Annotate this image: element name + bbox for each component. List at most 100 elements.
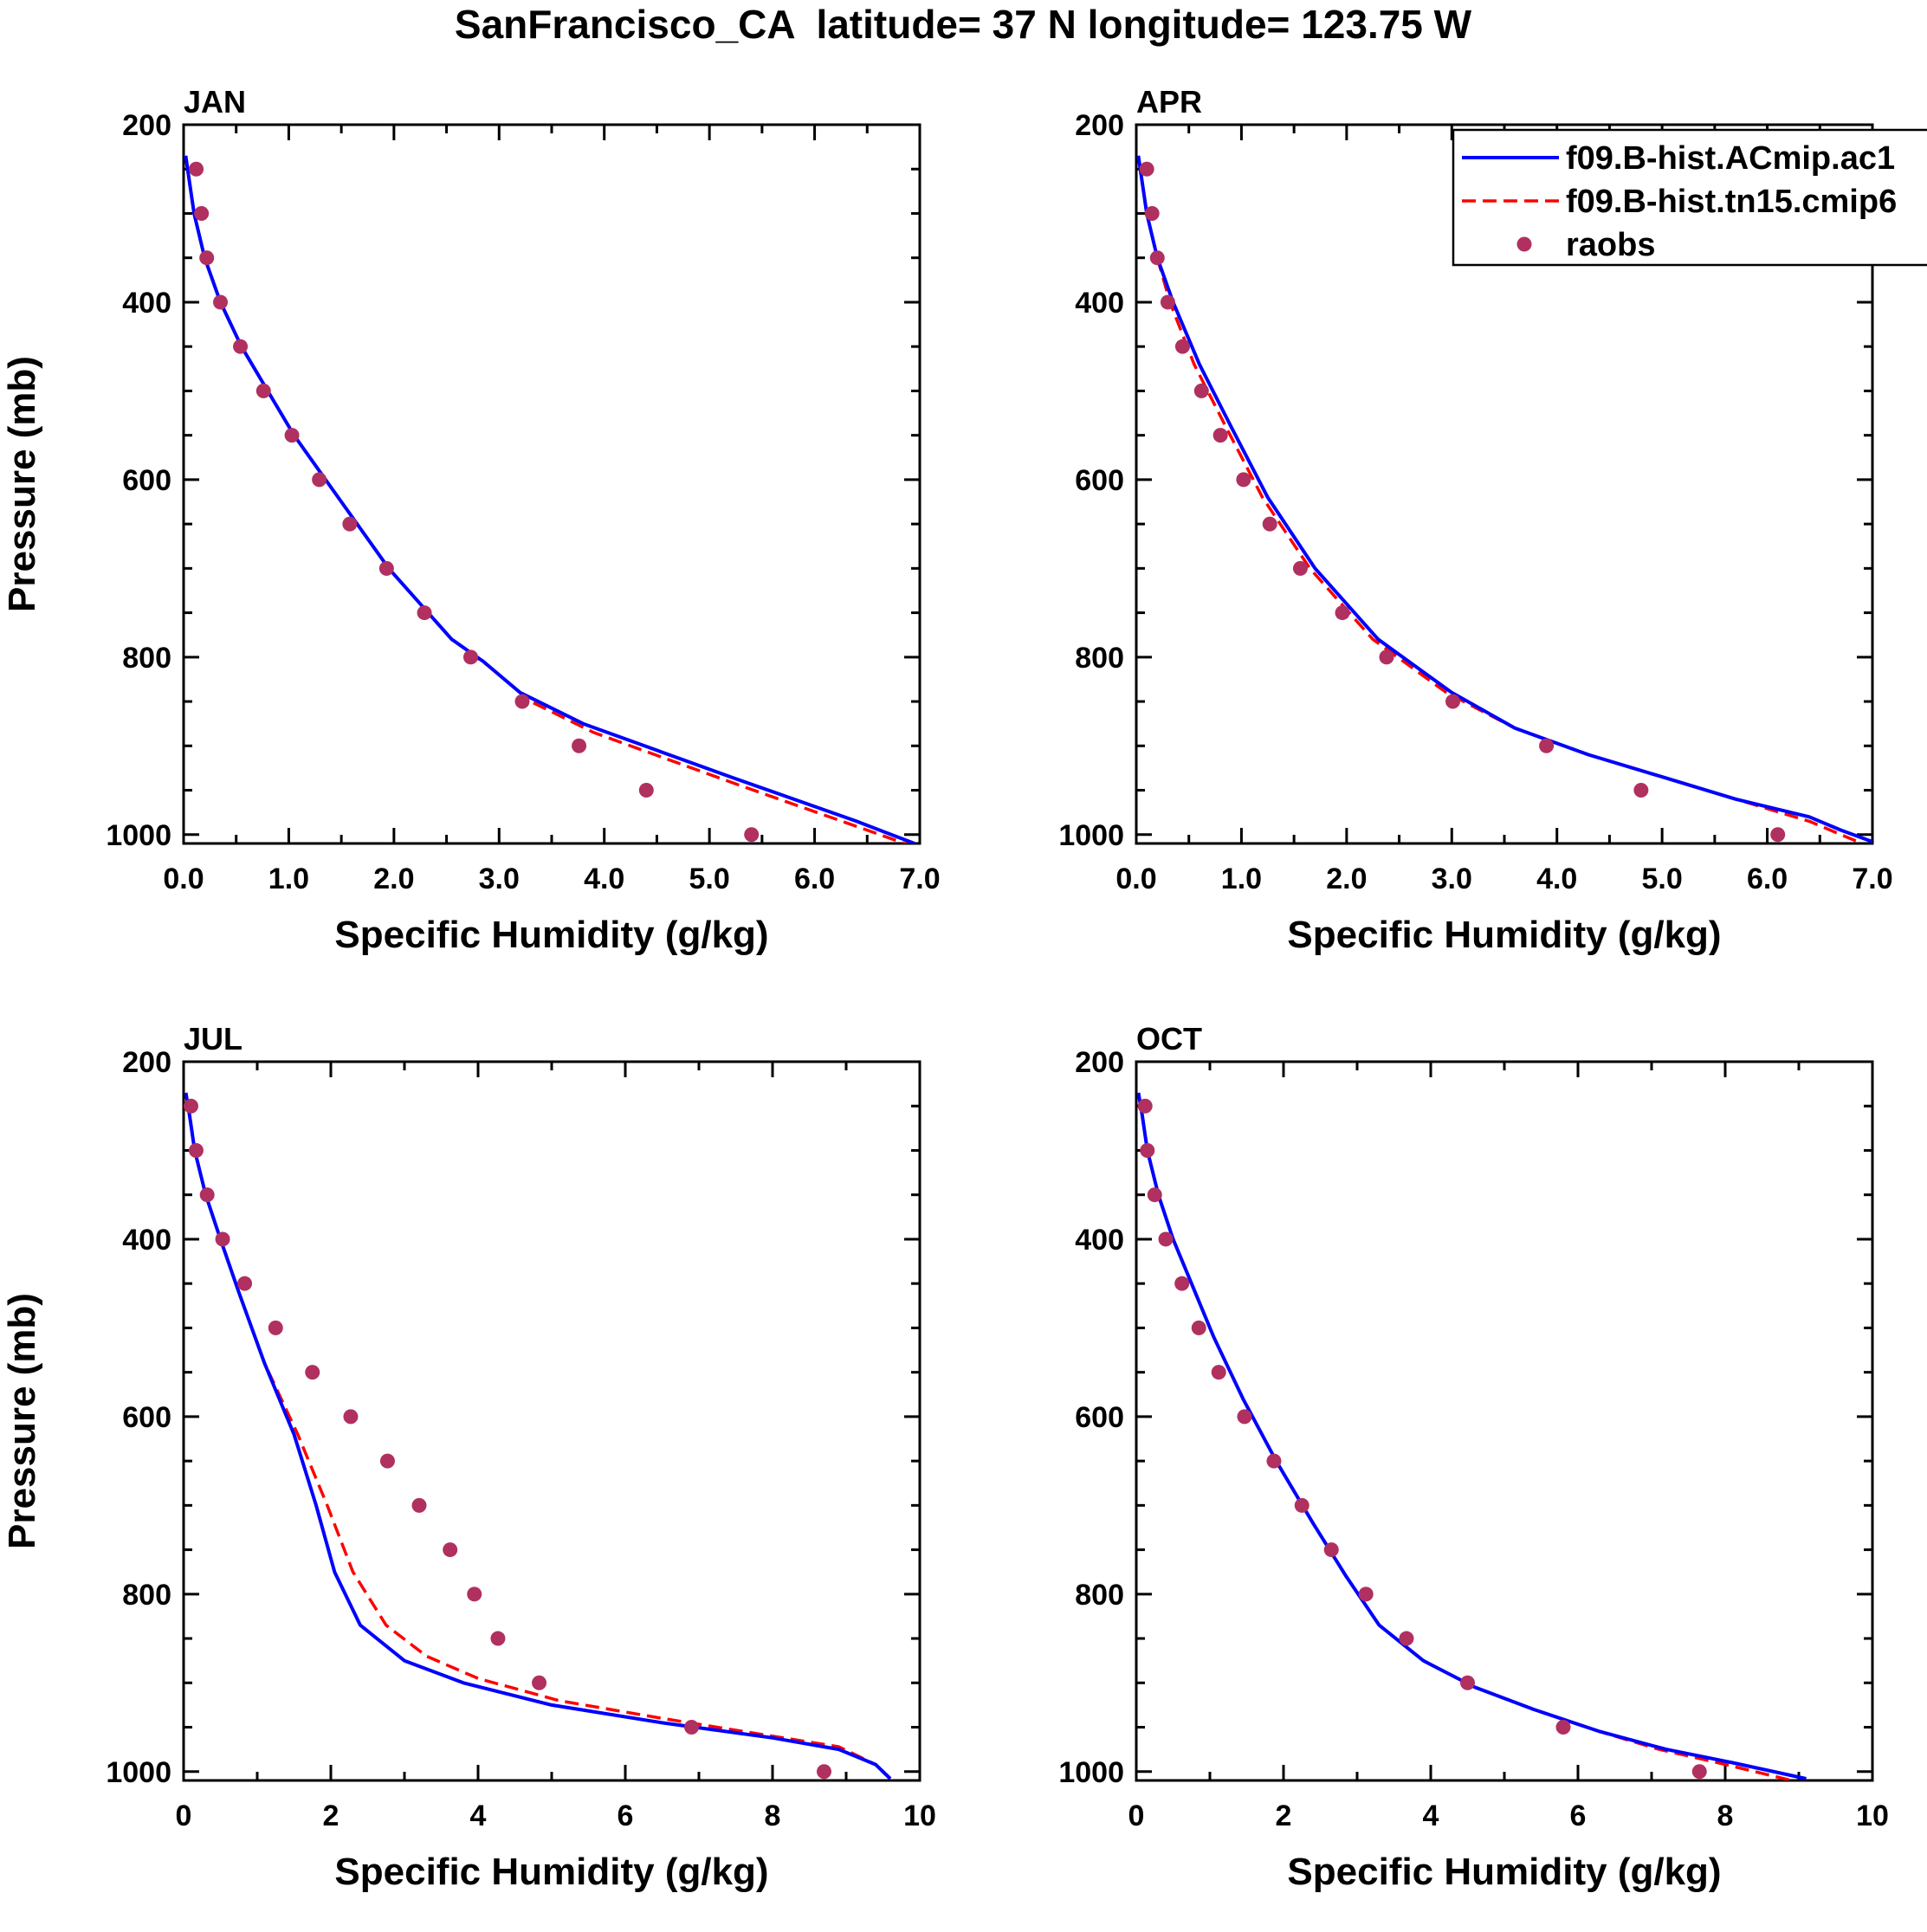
x-tick-label: 3.0 xyxy=(1432,863,1472,895)
raobs-point xyxy=(233,339,249,354)
raobs-point xyxy=(1262,516,1277,532)
legend-label: f09.B-hist.ACmip.ac1 xyxy=(1566,140,1895,177)
raobs-point xyxy=(744,827,760,843)
x-tick-label: 1.0 xyxy=(268,863,309,895)
raobs-point xyxy=(215,1231,230,1247)
raobs-point xyxy=(684,1720,699,1735)
raobs-point xyxy=(1193,383,1209,398)
raobs-point xyxy=(532,1675,547,1690)
x-axis-label: Specific Humidity (g/kg) xyxy=(334,914,768,956)
legend-entry-f09-b-hist-tn15-cmip6: f09.B-hist.tn15.cmip6 xyxy=(1462,184,1897,220)
raobs-point xyxy=(1770,827,1786,843)
raobs-point xyxy=(1174,1276,1190,1291)
plot-data xyxy=(1136,155,1872,843)
raobs-point xyxy=(1399,1631,1414,1646)
raobs-point xyxy=(1147,1187,1162,1203)
raobs-point xyxy=(1266,1453,1282,1469)
y-tick-label: 800 xyxy=(1075,642,1124,675)
figure-title: SanFrancisco_CA latitude= 37 N longitude… xyxy=(455,2,1472,47)
raobs-point xyxy=(268,1320,283,1335)
raobs-point xyxy=(1158,1231,1174,1247)
raobs-point xyxy=(463,649,478,665)
raobs-point xyxy=(490,1631,506,1646)
raobs-point xyxy=(189,161,204,177)
raobs-point xyxy=(1539,738,1555,753)
raobs-point xyxy=(443,1542,458,1558)
raobs-point xyxy=(572,738,587,753)
y-tick-label: 800 xyxy=(1075,1579,1124,1612)
legend-label: f09.B-hist.tn15.cmip6 xyxy=(1566,184,1897,220)
x-tick-label: 2.0 xyxy=(373,863,414,895)
panel-title: JAN xyxy=(184,84,246,120)
raobs-point xyxy=(1191,1320,1206,1335)
x-tick-label: 7.0 xyxy=(899,863,940,895)
y-tick-label: 200 xyxy=(122,109,171,142)
raobs-point xyxy=(1633,783,1649,798)
raobs-point xyxy=(199,1187,215,1203)
raobs-point xyxy=(378,560,394,576)
x-tick-label: 0 xyxy=(176,1800,192,1832)
panel-jul: JUL 0 2 4 6 8 10 200 400 600 800 1000 Specific Humid… xyxy=(1,1021,936,1893)
raobs-point xyxy=(255,383,271,398)
y-tick-label: 600 xyxy=(1075,1401,1124,1434)
x-tick-label: 10 xyxy=(1856,1800,1889,1832)
raobs-point xyxy=(342,516,358,532)
x-tick-label: 4.0 xyxy=(584,863,624,895)
x-tick-label: 10 xyxy=(903,1800,936,1832)
raobs-point xyxy=(237,1276,253,1291)
raobs-point xyxy=(1160,294,1175,310)
x-tick-label: 0.0 xyxy=(163,863,204,895)
x-tick-label: 8 xyxy=(1717,1800,1734,1832)
y-tick-label: 400 xyxy=(122,1224,171,1257)
x-tick-label: 4 xyxy=(1423,1800,1439,1832)
raobs-point xyxy=(467,1586,482,1602)
y-tick-label: 1000 xyxy=(106,1756,171,1789)
raobs-point xyxy=(638,783,654,798)
y-axis-label: Pressure (mb) xyxy=(1,1293,43,1549)
raobs-point xyxy=(305,1365,320,1380)
x-tick-label: 6 xyxy=(1570,1800,1587,1832)
raobs-point xyxy=(1139,161,1154,177)
y-tick-label: 200 xyxy=(1075,1046,1124,1079)
x-tick-label: 0 xyxy=(1128,1800,1145,1832)
legend-entry-f09-b-hist-acmip-ac1: f09.B-hist.ACmip.ac1 xyxy=(1462,140,1895,177)
raobs-point xyxy=(1292,560,1308,576)
y-tick-label: 600 xyxy=(122,1401,171,1434)
y-tick-label: 400 xyxy=(122,287,171,320)
raobs-point xyxy=(284,428,300,443)
raobs-point xyxy=(1236,472,1251,488)
raobs-point xyxy=(1144,205,1160,221)
y-axis-label: Pressure (mb) xyxy=(1,356,43,612)
raobs-point xyxy=(343,1409,359,1425)
y-tick-label: 800 xyxy=(122,642,171,675)
raobs-point xyxy=(1211,1365,1226,1380)
legend: f09.B-hist.ACmip.ac1 f09.B-hist.tn15.cmip… xyxy=(1452,128,1927,267)
x-tick-label: 5.0 xyxy=(689,863,730,895)
raobs-point xyxy=(1140,1142,1155,1158)
legend-label: raobs xyxy=(1566,227,1655,263)
raobs-point xyxy=(1174,339,1190,354)
panel-oct: OCT 0 2 4 6 8 10 200 400 600 800 1000 Specific Humid… xyxy=(1058,1021,1889,1893)
raobs-point xyxy=(1149,250,1165,266)
raobs-point xyxy=(199,250,215,266)
legend-entry-raobs: raobs xyxy=(1516,227,1655,263)
legend-box xyxy=(1452,128,1927,267)
raobs-point xyxy=(1212,428,1228,443)
y-tick-label: 400 xyxy=(1075,287,1124,320)
y-tick-label: 400 xyxy=(1075,1224,1124,1257)
panel-title: APR xyxy=(1136,84,1202,120)
raobs-point xyxy=(1691,1764,1707,1780)
y-tick-label: 1000 xyxy=(106,819,171,852)
panel-apr: APR 0.0 1.0 2.0 3.0 4.0 5.0 6.0 7.0 200 400 600 800 1… xyxy=(1058,84,1892,956)
raobs-point xyxy=(1555,1720,1571,1735)
panel-title: OCT xyxy=(1136,1021,1202,1056)
panel-title: JUL xyxy=(184,1021,242,1056)
x-tick-label: 5.0 xyxy=(1642,863,1683,895)
raobs-point xyxy=(417,605,432,621)
x-tick-label: 2 xyxy=(1276,1800,1292,1832)
x-tick-label: 8 xyxy=(765,1800,781,1832)
raobs-point xyxy=(194,205,210,221)
raobs-point xyxy=(1335,605,1350,621)
